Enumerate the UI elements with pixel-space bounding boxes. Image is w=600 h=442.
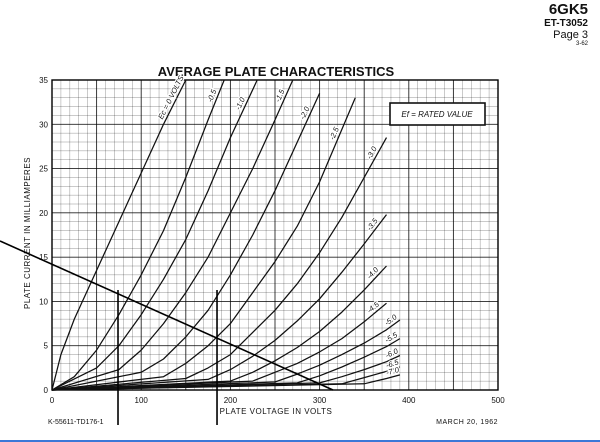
x-tick-label: 200 (224, 396, 238, 405)
plot-frame (51, 79, 499, 391)
x-tick-label: 400 (402, 396, 416, 405)
curve-label: -0.5 (205, 87, 218, 103)
x-axis-label: PLATE VOLTAGE IN VOLTS (220, 407, 333, 416)
y-tick-label: 15 (39, 253, 48, 262)
curve-line (51, 265, 387, 391)
curve-label: -5.0 (383, 312, 399, 327)
y-tick-label: 35 (39, 76, 48, 85)
y-tick-label: 30 (39, 120, 48, 129)
curve-line (51, 374, 401, 391)
curve-line (51, 214, 387, 391)
curve-label: -3.0 (365, 144, 380, 160)
curve-line (51, 79, 225, 391)
page-number: Page 3 (553, 29, 588, 41)
curve-line (51, 319, 401, 391)
legend-text: Ef = RATED VALUE (401, 110, 473, 119)
curve-label: Ec = 0 VOLTS (156, 74, 185, 121)
curve-label: -2.0 (298, 104, 312, 120)
curve-label: -6.0 (384, 346, 400, 360)
x-tick-label: 0 (50, 396, 55, 405)
document-code: ET-T3052 (544, 18, 588, 29)
curve-series (51, 79, 401, 391)
chart-title: AVERAGE PLATE CHARACTERISTICS (158, 64, 395, 79)
curve-line (51, 79, 258, 391)
drawing-date: MARCH 20, 1962 (436, 419, 498, 426)
curve-line (51, 137, 388, 391)
y-tick-label: 20 (39, 209, 48, 218)
curve-label: -4.0 (365, 265, 381, 281)
curve-label: -1.0 (233, 95, 247, 111)
curve-line (51, 79, 294, 391)
y-axis-label: PLATE CURRENT IN MILLIAMPERES (23, 157, 32, 309)
footer-rule (0, 440, 600, 442)
load-line (0, 240, 334, 391)
curve-label: -5.5 (383, 330, 399, 345)
issue-date: 3-62 (575, 41, 588, 47)
curve-line (51, 97, 356, 391)
y-tick-label: 5 (44, 342, 49, 351)
y-axis-ticks: 0 5 10 15 20 25 30 35 (39, 76, 48, 395)
drawing-number: K-55611-TD176-1 (48, 419, 104, 426)
hand-annotations (0, 240, 334, 425)
curve-line (51, 79, 187, 391)
curve-line (51, 302, 387, 391)
tube-type: 6GK5 (548, 1, 588, 18)
curve-label: -2.5 (327, 125, 341, 141)
y-tick-label: 10 (39, 297, 48, 306)
curve-label: -3.5 (365, 216, 380, 232)
grid-major (51, 79, 499, 391)
y-tick-label: 0 (44, 386, 49, 395)
y-tick-label: 25 (39, 165, 48, 174)
x-tick-label: 100 (135, 396, 149, 405)
legend-box: Ef = RATED VALUE (389, 102, 486, 126)
curve-line (51, 354, 401, 391)
x-tick-label: 300 (313, 396, 327, 405)
curve-line (51, 93, 321, 391)
x-axis-ticks: 0 100 200 300 400 500 (50, 396, 505, 405)
document-header: 6GK5 ET-T3052 Page 3 3-62 (544, 2, 588, 48)
x-tick-label: 500 (491, 396, 505, 405)
